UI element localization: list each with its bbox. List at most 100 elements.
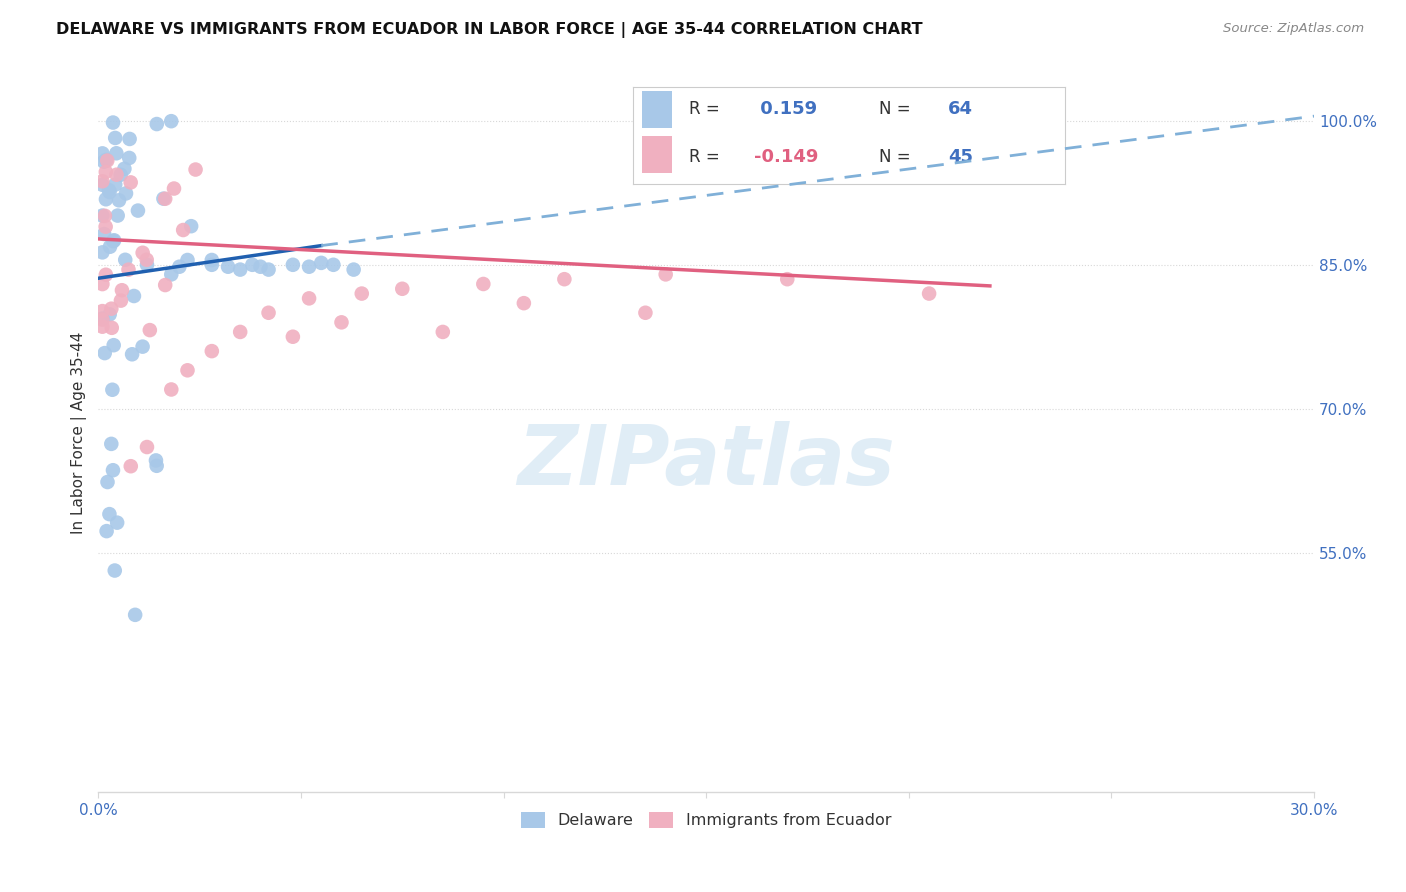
Point	[91, 174, 114, 188]
Point	[91, 304, 114, 318]
Point	[322, 258, 344, 272]
Point	[118, 151, 141, 165]
Point	[257, 306, 280, 320]
Point	[94, 219, 117, 234]
Point	[169, 260, 191, 274]
Point	[180, 219, 202, 234]
Point	[152, 192, 174, 206]
Point	[93, 154, 115, 169]
Point	[91, 178, 114, 192]
Point	[240, 258, 263, 272]
Point	[98, 240, 121, 254]
Point	[153, 192, 176, 206]
Point	[114, 252, 136, 267]
Point	[472, 277, 495, 291]
Point	[105, 168, 128, 182]
Point	[110, 168, 132, 182]
Point	[118, 132, 141, 146]
Point	[91, 312, 114, 326]
Point	[229, 325, 252, 339]
Point	[153, 278, 176, 293]
Point	[93, 227, 115, 241]
Point	[93, 346, 115, 360]
Point	[100, 301, 122, 316]
Point	[139, 323, 162, 337]
Point	[553, 272, 575, 286]
Point	[115, 186, 138, 201]
Text: ZIPatlas: ZIPatlas	[517, 421, 896, 502]
Point	[100, 321, 122, 335]
Point	[145, 453, 167, 467]
Point	[91, 209, 114, 223]
Point	[96, 475, 118, 489]
Point	[111, 283, 134, 297]
Point	[105, 146, 128, 161]
Point	[136, 258, 159, 272]
Point	[350, 286, 373, 301]
Point	[94, 192, 117, 206]
Point	[136, 440, 159, 454]
Y-axis label: In Labor Force | Age 35-44: In Labor Force | Age 35-44	[72, 332, 87, 533]
Text: DELAWARE VS IMMIGRANTS FROM ECUADOR IN LABOR FORCE | AGE 35-44 CORRELATION CHART: DELAWARE VS IMMIGRANTS FROM ECUADOR IN L…	[56, 22, 922, 38]
Point	[105, 516, 128, 530]
Point	[91, 277, 114, 291]
Point	[163, 181, 186, 195]
Point	[104, 178, 127, 192]
Point	[513, 296, 536, 310]
Point	[176, 252, 198, 267]
Point	[103, 234, 125, 248]
Point	[145, 458, 167, 473]
Point	[131, 245, 153, 260]
Point	[98, 185, 121, 199]
Point	[160, 383, 183, 397]
Point	[117, 262, 139, 277]
Point	[101, 115, 124, 129]
Point	[107, 209, 129, 223]
Point	[776, 272, 799, 286]
Point	[101, 383, 124, 397]
Text: Source: ZipAtlas.com: Source: ZipAtlas.com	[1223, 22, 1364, 36]
Point	[120, 175, 142, 189]
Point	[160, 114, 183, 128]
Point	[103, 338, 125, 352]
Point	[97, 183, 120, 197]
Point	[94, 165, 117, 179]
Point	[104, 131, 127, 145]
Point	[146, 117, 169, 131]
Point	[281, 330, 304, 344]
Point	[201, 252, 224, 267]
Point	[172, 223, 194, 237]
Point	[96, 153, 118, 167]
Point	[918, 286, 941, 301]
Point	[96, 153, 118, 168]
Point	[91, 319, 114, 334]
Point	[98, 507, 121, 521]
Point	[122, 289, 145, 303]
Point	[257, 262, 280, 277]
Point	[124, 607, 146, 622]
Point	[135, 252, 157, 267]
Point	[110, 293, 132, 308]
Point	[100, 437, 122, 451]
Point	[654, 268, 676, 282]
Point	[201, 258, 224, 272]
Point	[432, 325, 454, 339]
Point	[98, 307, 121, 321]
Point	[634, 306, 657, 320]
Point	[330, 315, 353, 329]
Point	[112, 161, 135, 176]
Point	[281, 258, 304, 272]
Point	[201, 344, 224, 359]
Point	[91, 311, 114, 326]
Point	[298, 291, 321, 305]
Point	[94, 268, 117, 282]
Point	[127, 203, 149, 218]
Point	[309, 256, 332, 270]
Point	[121, 347, 143, 361]
Point	[229, 262, 252, 277]
Point	[131, 340, 153, 354]
Point	[217, 260, 239, 274]
Legend: Delaware, Immigrants from Ecuador: Delaware, Immigrants from Ecuador	[515, 805, 898, 835]
Point	[94, 209, 117, 223]
Point	[96, 524, 118, 538]
